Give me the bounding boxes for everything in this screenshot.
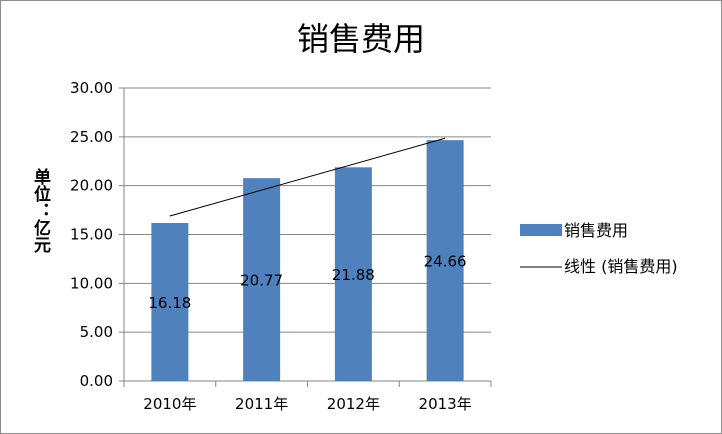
bar [151,222,189,381]
bar [334,167,372,381]
data-label: 20.77 [240,272,283,290]
bar [426,140,464,381]
y-tick-label: 20.00 [70,177,113,195]
trendline-line [169,137,446,217]
x-tick-label: 2011年 [235,395,288,413]
data-labels: 16.18 20.77 21.88 24.66 [148,253,466,312]
legend-label-series: 销售费用 [564,221,628,240]
y-axis-label: 单位：亿元 [30,168,50,253]
legend-label-trendline: 线性 (销售费用) [564,257,678,276]
data-label: 21.88 [332,266,375,284]
legend-swatch-bar [520,224,562,236]
y-tick-label: 25.00 [70,128,113,146]
data-label: 16.18 [148,294,191,312]
y-tick-label: 0.00 [80,372,113,390]
y-tick-label: 15.00 [70,226,113,244]
trendline [169,137,446,217]
data-label: 24.66 [424,253,467,271]
x-tick-label: 2013年 [419,395,472,413]
x-tick-label: 2012年 [327,395,380,413]
y-tick-label: 5.00 [80,323,113,341]
x-axis-ticks: 2010年 2011年 2012年 2013年 [143,395,471,413]
bar [243,178,281,381]
y-axis-ticks: 0.00 5.00 10.00 15.00 20.00 25.00 30.00 [70,79,113,390]
chart-title: 销售费用 [296,20,425,58]
bars [151,140,464,381]
x-tick-label: 2010年 [143,395,196,413]
y-tick-label: 30.00 [70,79,113,97]
y-tick-label: 10.00 [70,274,113,292]
